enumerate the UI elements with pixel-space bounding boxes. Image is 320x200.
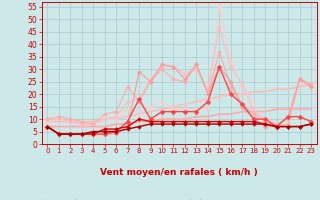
X-axis label: Vent moyen/en rafales ( km/h ): Vent moyen/en rafales ( km/h ) xyxy=(100,168,258,177)
